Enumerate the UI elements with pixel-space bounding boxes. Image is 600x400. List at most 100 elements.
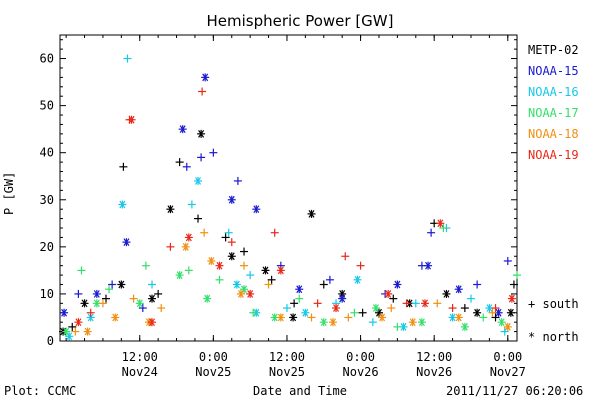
- noaa-17-south-point: [105, 285, 114, 294]
- metp-02-north-point: [289, 313, 298, 322]
- noaa-18-north-point: [207, 256, 216, 265]
- x-tick-label-time: 0:00: [493, 350, 522, 364]
- timestamp: 2011/11/27 06:20:06: [446, 384, 584, 398]
- noaa-18-north-point: [276, 313, 285, 322]
- north-marker-symbol: *: [528, 330, 536, 344]
- noaa-17-south-point: [77, 266, 86, 275]
- noaa-18-north-point: [83, 327, 92, 336]
- noaa-16-north-point: [118, 200, 127, 209]
- marker-legend-north: * north: [528, 330, 579, 344]
- noaa-19-north-point: [148, 318, 157, 327]
- legend-entry-noaa-16: NOAA-16: [528, 85, 579, 99]
- noaa-15-north-point: [201, 73, 210, 82]
- noaa-18-south-point: [307, 313, 316, 322]
- y-tick-label: 60: [40, 52, 54, 66]
- metp-02-north-point: [506, 308, 515, 317]
- y-tick-label: 50: [40, 99, 54, 113]
- metp-02-north-point: [227, 252, 236, 261]
- noaa-17-north-point: [319, 318, 328, 327]
- plot-frame: [59, 34, 518, 342]
- x-tick-label-time: 0:00: [199, 350, 228, 364]
- noaa-19-north-point: [420, 299, 429, 308]
- noaa-17-north-point: [497, 318, 506, 327]
- noaa-19-south-point: [491, 304, 500, 313]
- noaa-17-north-point: [175, 271, 184, 280]
- legend-entry-noaa-19: NOAA-19: [528, 148, 579, 162]
- noaa-19-south-point: [402, 299, 411, 308]
- noaa-17-south-point: [393, 322, 402, 331]
- metp-02-north-point: [166, 205, 175, 214]
- noaa-19-south-point: [86, 308, 95, 317]
- noaa-17-south-point: [439, 224, 448, 233]
- noaa-18-north-point: [454, 313, 463, 322]
- noaa-18-south-point: [98, 299, 107, 308]
- noaa-15-north-point: [295, 285, 304, 294]
- metp-02-north-point: [197, 129, 206, 138]
- x-axis-label: Date and Time: [253, 384, 347, 398]
- noaa-19-south-point: [313, 299, 322, 308]
- legend-entry-noaa-17: NOAA-17: [528, 106, 579, 120]
- noaa-16-south-point: [282, 304, 291, 313]
- noaa-17-north-point: [460, 322, 469, 331]
- metp-02-north-point: [80, 299, 89, 308]
- noaa-19-south-point: [356, 261, 365, 270]
- plot-credit: Plot: CCMC: [4, 384, 77, 398]
- metp-02-south-point: [319, 280, 328, 289]
- marker-legend-south: + south: [528, 297, 579, 311]
- y-axis-label: P [GW]: [2, 171, 16, 215]
- noaa-17-north-point: [62, 327, 71, 336]
- x-tick-label-date: Nov27: [490, 365, 526, 379]
- noaa-18-south-point: [264, 280, 273, 289]
- noaa-18-north-point: [236, 289, 245, 298]
- x-tick-label-time: 12:00: [269, 350, 305, 364]
- noaa-19-north-point: [507, 294, 516, 303]
- noaa-15-south-point: [197, 153, 206, 162]
- noaa-18-south-point: [200, 228, 209, 237]
- noaa-15-north-point: [227, 195, 236, 204]
- noaa-18-north-point: [503, 322, 512, 331]
- noaa-19-north-point: [384, 289, 393, 298]
- metp-02-north-point: [442, 289, 451, 298]
- legend-entry-noaa-15: NOAA-15: [528, 64, 579, 78]
- noaa-19-north-point: [74, 318, 83, 327]
- noaa-16-south-point: [500, 327, 509, 336]
- noaa-15-south-point: [209, 148, 218, 157]
- noaa-18-north-point: [328, 318, 337, 327]
- noaa-16-north-point: [232, 280, 241, 289]
- noaa-19-south-point: [448, 304, 457, 313]
- noaa-15-south-point: [503, 256, 512, 265]
- noaa-16-south-point: [466, 294, 475, 303]
- x-tick-label-date: Nov24: [122, 365, 158, 379]
- metp-02-north-point: [261, 266, 270, 275]
- chart-title: Hemispheric Power [GW]: [206, 12, 394, 30]
- noaa-15-north-point: [424, 261, 433, 270]
- noaa-17-south-point: [141, 261, 150, 270]
- noaa-19-north-point: [184, 233, 193, 242]
- noaa-15-south-point: [74, 289, 83, 298]
- metp-02-south-point: [491, 313, 500, 322]
- metp-02-south-point: [68, 322, 77, 331]
- noaa-18-south-point: [387, 304, 396, 313]
- metp-02-south-point: [509, 280, 518, 289]
- noaa-17-north-point: [417, 318, 426, 327]
- noaa-15-north-point: [393, 280, 402, 289]
- noaa-16-north-point: [399, 322, 408, 331]
- noaa-16-south-point: [187, 200, 196, 209]
- noaa-18-north-point: [181, 242, 190, 251]
- metp-02-south-point: [221, 233, 230, 242]
- metp-02-south-point: [389, 294, 398, 303]
- metp-02-south-point: [194, 214, 203, 223]
- legend-entry-noaa-18: NOAA-18: [528, 127, 579, 141]
- noaa-15-north-point: [122, 238, 131, 247]
- metp-02-north-point: [307, 209, 316, 218]
- legend-entry-metp-02: METP-02: [528, 43, 579, 57]
- noaa-18-south-point: [129, 294, 138, 303]
- y-tick-label: 40: [40, 146, 54, 160]
- noaa-18-south-point: [433, 299, 442, 308]
- noaa-15-north-point: [252, 205, 261, 214]
- noaa-16-south-point: [368, 318, 377, 327]
- noaa-15-south-point: [182, 162, 191, 171]
- metp-02-south-point: [119, 162, 128, 171]
- noaa-15-north-point: [178, 125, 187, 134]
